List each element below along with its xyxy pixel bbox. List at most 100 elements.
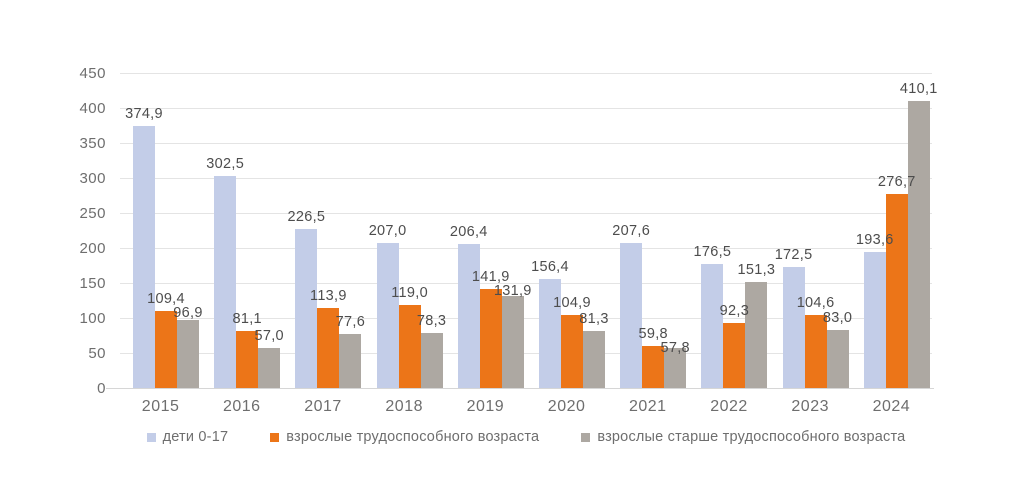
data-label: 78,3	[416, 313, 447, 330]
y-tick-label: 150	[79, 275, 106, 292]
data-label: 96,9	[173, 305, 203, 322]
plot-area	[120, 73, 932, 388]
bar-series2-2016	[258, 348, 281, 388]
legend-label: взрослые трудоспособного возраста	[286, 429, 540, 445]
bar-series0-2016	[214, 176, 237, 388]
data-label: 410,1	[899, 80, 938, 97]
bar-series2-2019	[501, 295, 524, 388]
legend-item-series1: взрослые трудоспособного возраста	[270, 429, 539, 446]
bar-series1-2024	[885, 194, 908, 388]
data-label: 113,9	[310, 288, 347, 305]
data-label: 59,8	[638, 326, 668, 343]
bar-series2-2015	[177, 320, 199, 388]
bar-series1-2015	[155, 311, 177, 388]
x-tick-label: 2017	[304, 398, 342, 415]
y-tick-label: 0	[97, 380, 106, 397]
x-tick-label: 2019	[466, 398, 505, 415]
bar-series1-2016	[236, 331, 259, 388]
gridline	[120, 178, 932, 179]
x-tick-label: 2021	[628, 398, 667, 415]
gridline	[120, 143, 932, 144]
data-label: 77,6	[335, 313, 366, 330]
data-label: 193,6	[855, 232, 894, 249]
bar-series1-2021	[642, 346, 665, 388]
y-tick-label: 250	[79, 205, 106, 222]
data-label: 141,9	[471, 268, 510, 285]
data-label: 81,3	[579, 311, 609, 328]
bar-series0-2021	[620, 242, 643, 388]
bar-series0-2022	[701, 264, 724, 388]
bar-series0-2019	[457, 243, 480, 388]
x-tick-label: 2015	[141, 398, 180, 415]
bar-series0-2020	[539, 278, 561, 388]
bar-series0-2018	[376, 243, 399, 388]
data-label: 109,4	[147, 291, 185, 308]
bar-series2-2020	[583, 331, 605, 388]
data-label: 226,5	[287, 209, 326, 226]
bar-series1-2020	[561, 314, 583, 388]
data-label: 374,9	[125, 105, 163, 122]
data-label: 119,0	[391, 284, 428, 301]
legend-marker-icon	[146, 433, 156, 442]
bar-series2-2018	[420, 333, 443, 388]
bar-series1-2017	[317, 308, 340, 388]
x-tick-label: 2018	[385, 398, 423, 415]
data-label: 92,3	[719, 303, 750, 320]
gridline	[120, 353, 932, 354]
data-label: 207,6	[612, 222, 651, 239]
legend-item-series2: взрослые старше трудоспособного возраста	[581, 429, 905, 446]
y-tick-label: 50	[88, 345, 106, 362]
y-tick-label: 350	[79, 135, 106, 152]
legend-item-series0: дети 0-17	[146, 429, 229, 446]
bar-series1-2022	[723, 323, 746, 388]
data-label: 57,8	[660, 340, 690, 357]
x-tick-label: 2022	[710, 398, 748, 415]
gridline	[120, 213, 932, 214]
y-tick-label: 400	[79, 100, 106, 117]
gridline	[120, 248, 932, 249]
data-label: 81,1	[232, 311, 262, 328]
bar-series1-2018	[398, 304, 421, 388]
gridline	[120, 73, 932, 74]
data-label: 151,3	[737, 262, 776, 279]
data-label: 131,9	[493, 282, 532, 299]
gridline	[120, 108, 932, 109]
data-label: 276,7	[877, 174, 916, 191]
legend-label: взрослые старше трудоспособного возраста	[597, 429, 906, 445]
data-label: 206,4	[449, 223, 488, 240]
bar-series1-2023	[804, 314, 827, 388]
data-label: 57,0	[254, 328, 284, 345]
bar-series0-2024	[863, 252, 886, 388]
gridline	[120, 318, 932, 319]
x-axis-line	[106, 388, 934, 389]
data-label: 104,9	[553, 294, 591, 311]
y-tick-label: 200	[79, 240, 106, 257]
x-tick-label: 2024	[872, 398, 911, 415]
bar-series2-2024	[907, 100, 930, 388]
y-tick-label: 100	[79, 310, 106, 327]
x-tick-label: 2016	[222, 398, 261, 415]
bar-series2-2022	[745, 282, 768, 388]
bar-series2-2021	[664, 347, 687, 388]
bar-series0-2017	[295, 229, 318, 388]
x-tick-label: 2023	[791, 398, 829, 415]
x-tick-label: 2020	[547, 398, 586, 415]
y-tick-label: 300	[79, 170, 106, 187]
bar-series2-2017	[339, 333, 362, 388]
legend-marker-icon	[581, 433, 591, 442]
data-label: 302,5	[206, 156, 245, 173]
data-label: 176,5	[693, 244, 732, 261]
gridline	[120, 283, 932, 284]
legend-marker-icon	[270, 433, 280, 442]
bar-series0-2015	[133, 125, 155, 388]
legend-label: дети 0-17	[162, 429, 229, 445]
bar-series1-2019	[479, 288, 502, 388]
legend: дети 0-17 взрослые трудоспособного возрас…	[120, 429, 932, 446]
bar-series0-2023	[782, 267, 805, 388]
data-label: 207,0	[368, 223, 407, 240]
bar-series2-2023	[826, 329, 849, 388]
data-label: 172,5	[774, 247, 813, 264]
data-label: 156,4	[531, 258, 569, 275]
data-label: 83,0	[822, 309, 853, 326]
